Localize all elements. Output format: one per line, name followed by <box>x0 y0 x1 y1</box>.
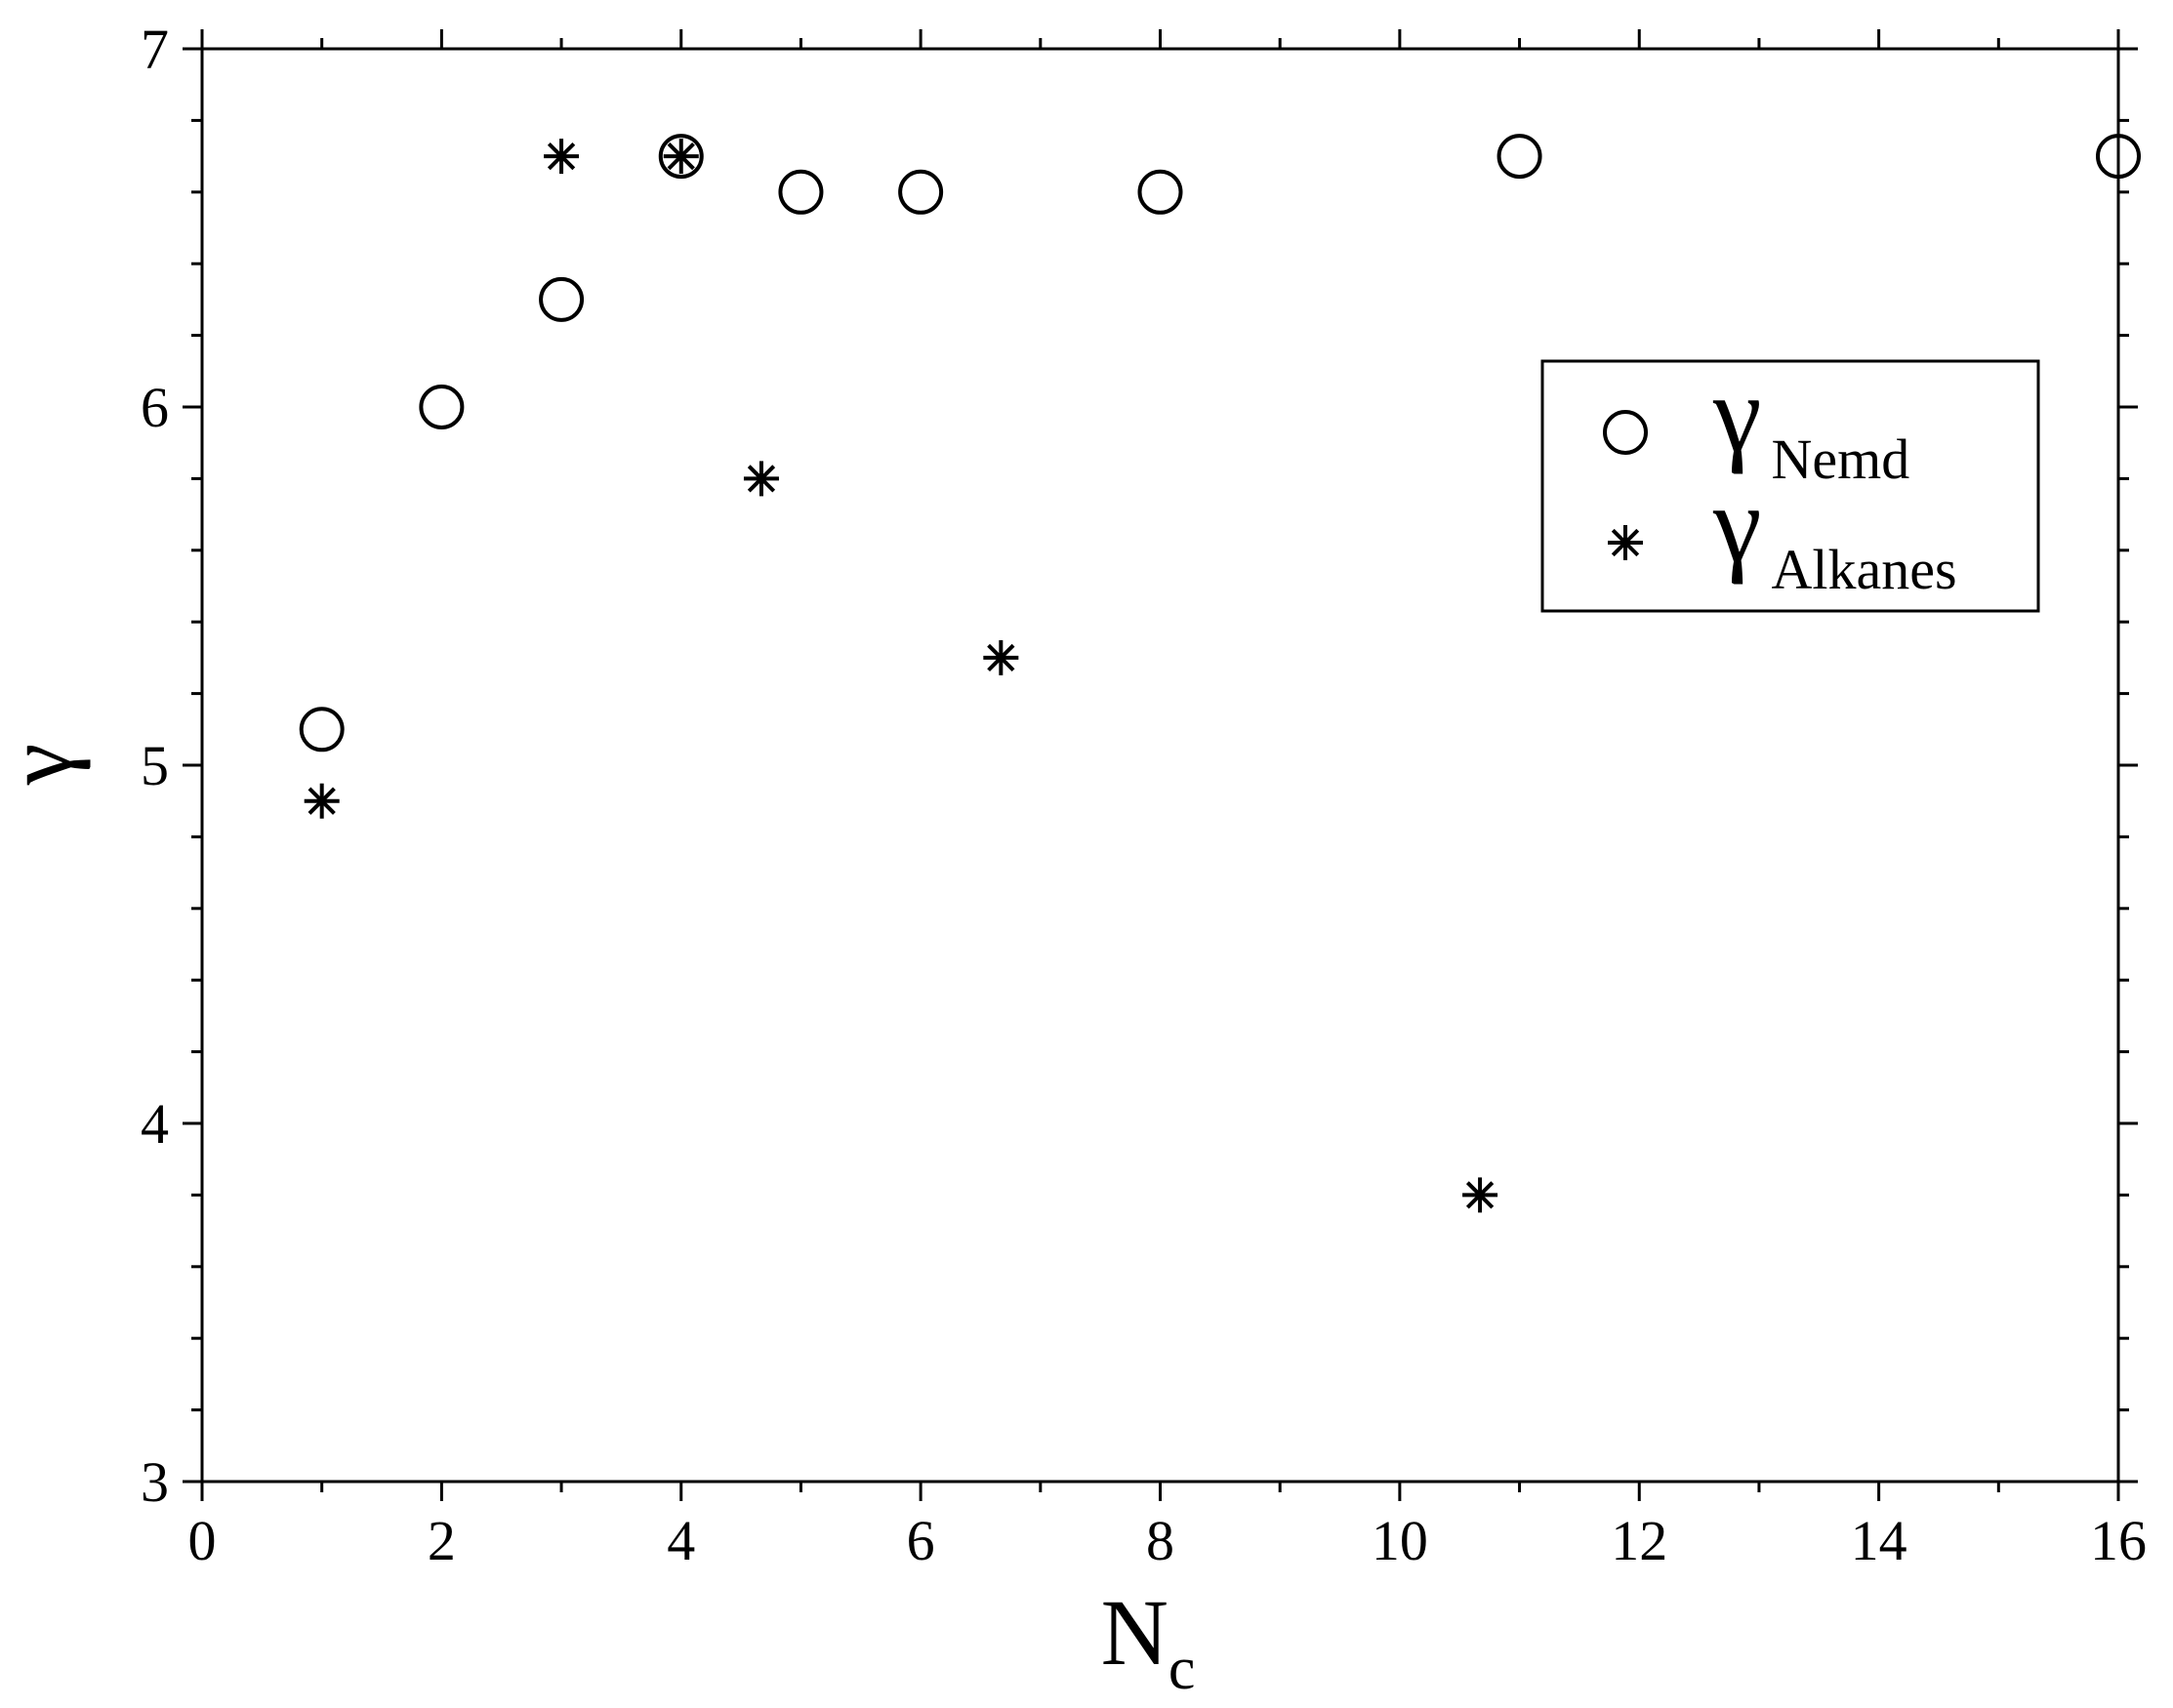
asterisk-stroke <box>547 142 576 171</box>
nemd-point <box>419 385 465 429</box>
asterisk-stroke <box>747 465 776 493</box>
y-axis-title: γ <box>0 744 91 786</box>
nemd-point <box>1137 169 1183 215</box>
asterisk-stroke <box>667 142 695 171</box>
nemd-point <box>299 707 345 752</box>
legend: γ Nemd γ Alkanes <box>1540 354 2040 613</box>
alkanes-point <box>743 461 779 497</box>
data-markers <box>299 134 2141 1213</box>
plot-area-border <box>200 47 2120 1484</box>
x-tick-label: 12 <box>1611 1509 1667 1572</box>
nemd-point <box>2096 134 2141 180</box>
nemd-point <box>539 276 585 322</box>
legend-label-alkanes: γ Alkanes <box>1712 465 1957 601</box>
y-tick-label: 7 <box>141 18 169 81</box>
alkanes-point <box>1462 1177 1498 1213</box>
alkanes-point <box>304 783 340 819</box>
x-axis-title-main: N <box>1101 1580 1168 1685</box>
y-axis-ticks: 3 4 5 6 7 <box>141 18 2138 1514</box>
x-tick-label: 0 <box>188 1509 217 1572</box>
x-tick-label: 6 <box>907 1509 935 1572</box>
alkanes-point <box>983 639 1019 675</box>
legend-marker-circle <box>1603 410 1648 455</box>
legend-label-alkanes-symbol: γ <box>1712 465 1762 586</box>
x-axis-ticks: 0 2 4 6 8 10 12 14 16 <box>188 29 2147 1572</box>
legend-label-nemd-sub: Nemd <box>1772 427 1910 491</box>
y-tick-label: 6 <box>141 376 169 439</box>
legend-circle-symbol <box>1603 410 1648 455</box>
x-tick-label: 10 <box>1372 1509 1428 1572</box>
alkanes-point <box>663 139 699 175</box>
legend-box <box>1540 359 2040 613</box>
nemd-point <box>898 169 944 215</box>
x-tick-label: 8 <box>1146 1509 1174 1572</box>
asterisk-stroke <box>987 643 1015 672</box>
legend-marker-asterisk <box>1608 525 1643 560</box>
y-tick-label: 3 <box>141 1450 169 1514</box>
y-tick-label: 4 <box>141 1092 169 1156</box>
x-tick-label: 16 <box>2090 1509 2147 1572</box>
x-tick-label: 4 <box>667 1509 695 1572</box>
x-tick-label: 14 <box>1851 1509 1907 1572</box>
y-tick-label: 5 <box>141 734 169 797</box>
legend-label-alkanes-sub: Alkanes <box>1772 538 1957 601</box>
x-tick-label: 2 <box>428 1509 456 1572</box>
x-axis-title-sub: c <box>1168 1636 1196 1702</box>
asterisk-stroke <box>1465 1181 1495 1209</box>
nemd-point <box>1496 134 1542 180</box>
asterisk-stroke <box>308 787 336 815</box>
plot-frame <box>200 47 2120 1484</box>
x-axis-title: Nc <box>1101 1580 1196 1702</box>
asterisk-stroke <box>1611 528 1640 557</box>
legend-label-nemd-symbol: γ <box>1712 354 1762 475</box>
legend-label-nemd: γ Nemd <box>1712 354 1909 491</box>
legend-asterisk-symbol <box>1608 525 1643 560</box>
nemd-point <box>778 169 824 215</box>
alkanes-point <box>544 139 580 175</box>
nemd-point <box>658 134 704 180</box>
